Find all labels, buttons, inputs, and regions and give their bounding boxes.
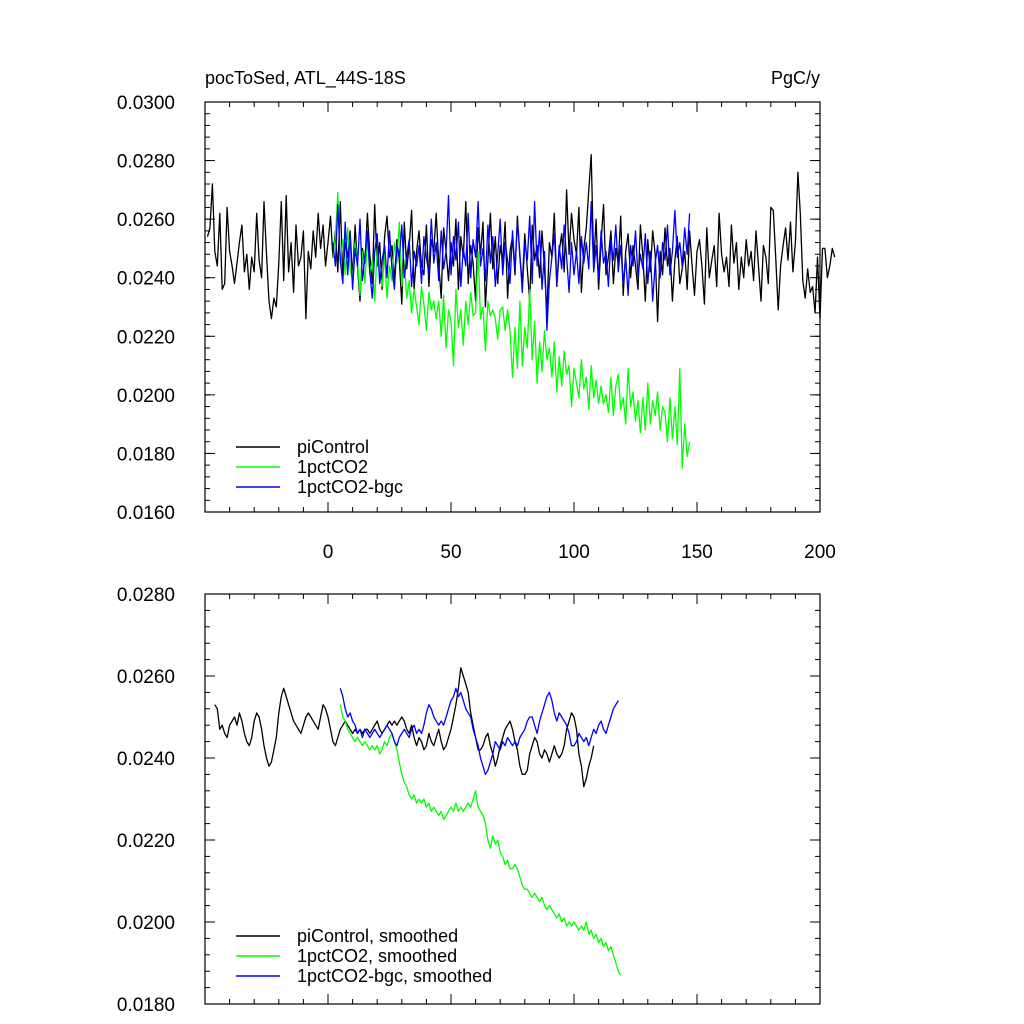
y-tick-label: 0.0160 [117,503,175,524]
series-line-picontrol-smoothed [214,667,595,788]
series-line-1pctco2-bgc-smoothed [339,687,619,776]
x-tick-label: 100 [558,542,590,563]
chart-panel-top: 0 50 100 150 200 0.0160 0.0180 0.0200 0.0220 0.02… [117,93,836,563]
y-tick-label: 0.0220 [117,831,175,852]
x-tick-label: 150 [681,542,713,563]
y-tick-label: 0.0260 [117,210,175,231]
series-line-1pctco2-bgc [332,195,691,332]
chart-title: pocToSed, ATL_44S-18S [205,68,406,89]
y-tick-label: 0.0280 [117,152,175,173]
legend-label: 1pctCO2-bgc [297,477,403,497]
series-line-1pctco2-smoothed [339,704,622,976]
legend-label: 1pctCO2-bgc, smoothed [297,966,492,986]
legend-label: piControl [297,437,369,457]
y-tick-label: 0.0240 [117,269,175,290]
legend-label: 1pctCO2 [297,457,368,477]
chart-units: PgC/y [771,68,820,88]
y-tick-label: 0.0220 [117,327,175,348]
legend-label: 1pctCO2, smoothed [297,946,457,966]
x-tick-label: 50 [440,542,461,563]
y-tick-label: 0.0200 [117,913,175,934]
series-line-picontrol [206,154,836,323]
y-tick-label: 0.0300 [117,93,175,114]
y-tick-label: 0.0180 [117,995,175,1016]
legend-label: piControl, smoothed [297,926,458,946]
y-tick-label: 0.0260 [117,667,175,688]
y-tick-label: 0.0240 [117,749,175,770]
y-tick-label: 0.0200 [117,386,175,407]
x-tick-label: 200 [804,542,836,563]
y-tick-label: 0.0180 [117,444,175,465]
chart-panel-bottom: 0.0180 0.0200 0.0220 0.0240 0.0260 0.0280 piCo… [117,585,821,1016]
plot-frame [204,593,821,1005]
x-tick-label: 0 [323,542,334,563]
y-tick-label: 0.0280 [117,585,175,606]
